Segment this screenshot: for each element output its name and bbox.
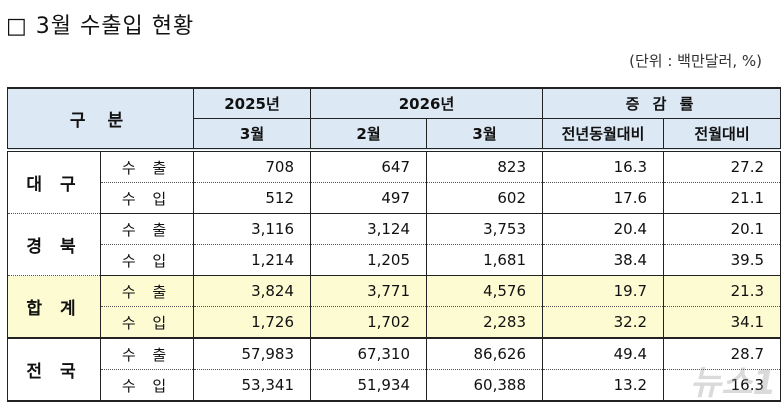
value-cell: 3,753 (426, 213, 544, 245)
type-label: 수 출 (99, 338, 195, 370)
value-cell: 51,934 (310, 369, 428, 402)
header-mom: 전월대비 (663, 118, 782, 152)
type-label: 수 출 (99, 213, 195, 245)
page-title: □ 3월 수출입 현황 (6, 14, 195, 39)
value-cell: 4,576 (426, 275, 544, 307)
value-cell: 38.4 (542, 244, 665, 276)
value-cell: 17.6 (542, 182, 665, 214)
value-cell: 32.2 (542, 306, 665, 339)
value-cell: 647 (310, 150, 428, 183)
header-change: 증 감 률 (542, 87, 782, 119)
value-cell: 512 (193, 182, 312, 214)
value-cell: 2,283 (426, 306, 544, 339)
value-cell: 57,983 (193, 338, 312, 370)
value-cell: 39.5 (663, 244, 782, 276)
value-cell: 21.1 (663, 182, 782, 214)
header-yoy: 전년동월대비 (542, 118, 665, 152)
region-label: 대 구 (7, 150, 101, 214)
region-label: 경 북 (7, 213, 101, 276)
value-cell: 49.4 (542, 338, 665, 370)
value-cell: 3,824 (193, 275, 312, 307)
value-cell: 1,726 (193, 306, 312, 339)
value-cell: 53,341 (193, 369, 312, 402)
region-label: 전 국 (7, 338, 101, 402)
type-label: 수 입 (99, 369, 195, 402)
trade-table: 구 분 2025년 2026년 증 감 률 3월 2월 3월 전년동월대비 전월… (6, 87, 782, 402)
watermark-logo: 뉴스1 (690, 363, 777, 403)
value-cell: 1,702 (310, 306, 428, 339)
value-cell: 20.1 (663, 213, 782, 245)
value-cell: 34.1 (663, 306, 782, 339)
header-2026: 2026년 (310, 87, 544, 119)
value-cell: 823 (426, 150, 544, 183)
type-label: 수 입 (99, 306, 195, 339)
value-cell: 1,214 (193, 244, 312, 276)
type-label: 수 입 (99, 182, 195, 214)
header-2025-mar: 3월 (193, 118, 312, 152)
value-cell: 19.7 (542, 275, 665, 307)
value-cell: 20.4 (542, 213, 665, 245)
value-cell: 3,116 (193, 213, 312, 245)
value-cell: 1,205 (310, 244, 428, 276)
value-cell: 16.3 (542, 150, 665, 183)
value-cell: 497 (310, 182, 428, 214)
value-cell: 21.3 (663, 275, 782, 307)
table-row: 수 입 1,726 1,702 2,283 32.2 34.1 (8, 306, 782, 339)
value-cell: 28.7 (663, 338, 782, 370)
value-cell: 16.3 (663, 369, 782, 402)
value-cell: 27.2 (663, 150, 782, 183)
type-label: 수 입 (99, 244, 195, 276)
header-2025: 2025년 (193, 87, 312, 119)
type-label: 수 출 (99, 275, 195, 307)
header-2026-mar: 3월 (426, 118, 544, 152)
value-cell: 3,771 (310, 275, 428, 307)
value-cell: 3,124 (310, 213, 428, 245)
value-cell: 13.2 (542, 369, 665, 402)
value-cell: 67,310 (310, 338, 428, 370)
value-cell: 86,626 (426, 338, 544, 370)
region-label: 합 계 (7, 275, 101, 339)
unit-label: (단위 : 백만달러, %) (629, 52, 762, 70)
type-label: 수 출 (99, 150, 195, 183)
table-row: 수 입 512 497 602 17.6 21.1 (8, 182, 782, 214)
value-cell: 602 (426, 182, 544, 214)
value-cell: 60,388 (426, 369, 544, 402)
table-row: 수 입 1,214 1,205 1,681 38.4 39.5 (8, 244, 782, 276)
value-cell: 1,681 (426, 244, 544, 276)
header-category: 구 분 (6, 87, 195, 152)
table-row: 수 입 53,341 51,934 60,388 13.2 16.3 (8, 369, 782, 402)
header-2026-feb: 2월 (310, 118, 428, 152)
value-cell: 708 (193, 150, 312, 183)
